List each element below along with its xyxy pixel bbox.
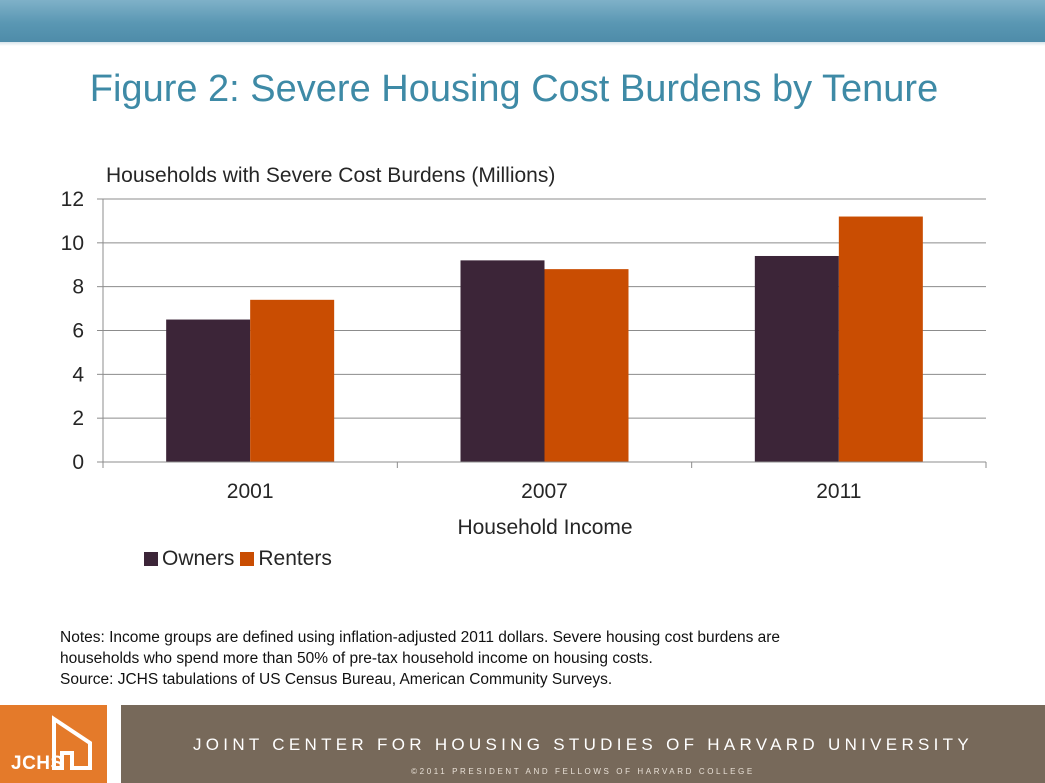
x-tick-label: 2001 (227, 480, 274, 503)
source-line: Source: JCHS tabulations of US Census Bu… (60, 671, 613, 688)
notes-block: Notes: Income groups are defined using i… (60, 627, 960, 690)
x-axis-title: Household Income (457, 516, 632, 539)
y-tick-label: 4 (72, 363, 84, 386)
chart-legend: Owners Renters (144, 547, 338, 571)
organization-name: JOINT CENTER FOR HOUSING STUDIES OF HARV… (192, 735, 974, 754)
jchs-logo: JCHS (0, 705, 107, 783)
bar-renters-2011 (838, 216, 923, 462)
x-tick-label: 2011 (816, 480, 861, 503)
y-tick-label: 8 (72, 276, 84, 299)
footer: JCHS JOINT CENTER FOR HOUSING STUDIES OF… (0, 705, 1045, 783)
y-tick-label: 10 (61, 232, 84, 255)
y-tick-label: 6 (72, 320, 84, 343)
bar-renters-2007 (544, 269, 629, 462)
y-axis-title: Households with Severe Cost Burdens (Mil… (106, 164, 555, 187)
legend-label-owners: Owners (162, 547, 235, 570)
legend-entry-renters: Renters (240, 547, 332, 571)
y-tick-label: 2 (72, 407, 84, 430)
logo-text: JCHS (11, 753, 64, 774)
footer-gap (107, 705, 121, 783)
y-tick-label: 12 (61, 188, 84, 211)
axis-lines (102, 199, 987, 468)
legend-entry-owners: Owners (144, 547, 234, 571)
x-tick-labels: 2001 2007 2011 (227, 480, 862, 503)
top-band (0, 0, 1045, 42)
bar-owners-2007 (460, 260, 545, 462)
top-band-shadow (0, 42, 1045, 46)
legend-swatch-owners (144, 552, 158, 566)
bar-owners-2001 (166, 319, 251, 462)
copyright-notice: ©2011 PRESIDENT AND FELLOWS OF HARVARD C… (411, 767, 755, 776)
y-tick-label: 0 (72, 451, 84, 474)
house-icon (52, 715, 92, 770)
footer-band: JOINT CENTER FOR HOUSING STUDIES OF HARV… (121, 705, 1045, 783)
bar-owners-2011 (754, 255, 839, 462)
bar-chart: Households with Severe Cost Burdens (Mil… (61, 164, 987, 539)
x-tick-label: 2007 (521, 480, 568, 503)
y-tick-labels: 0 2 4 6 8 10 12 (61, 188, 85, 474)
notes-line-2: households who spend more than 50% of pr… (60, 650, 653, 667)
bar-renters-2001 (250, 299, 335, 462)
notes-line-1: Notes: Income groups are defined using i… (60, 629, 781, 646)
slide-title: Figure 2: Severe Housing Cost Burdens by… (89, 68, 939, 110)
legend-swatch-renters (240, 552, 255, 566)
bars (166, 216, 923, 462)
legend-label-renters: Renters (258, 547, 332, 570)
